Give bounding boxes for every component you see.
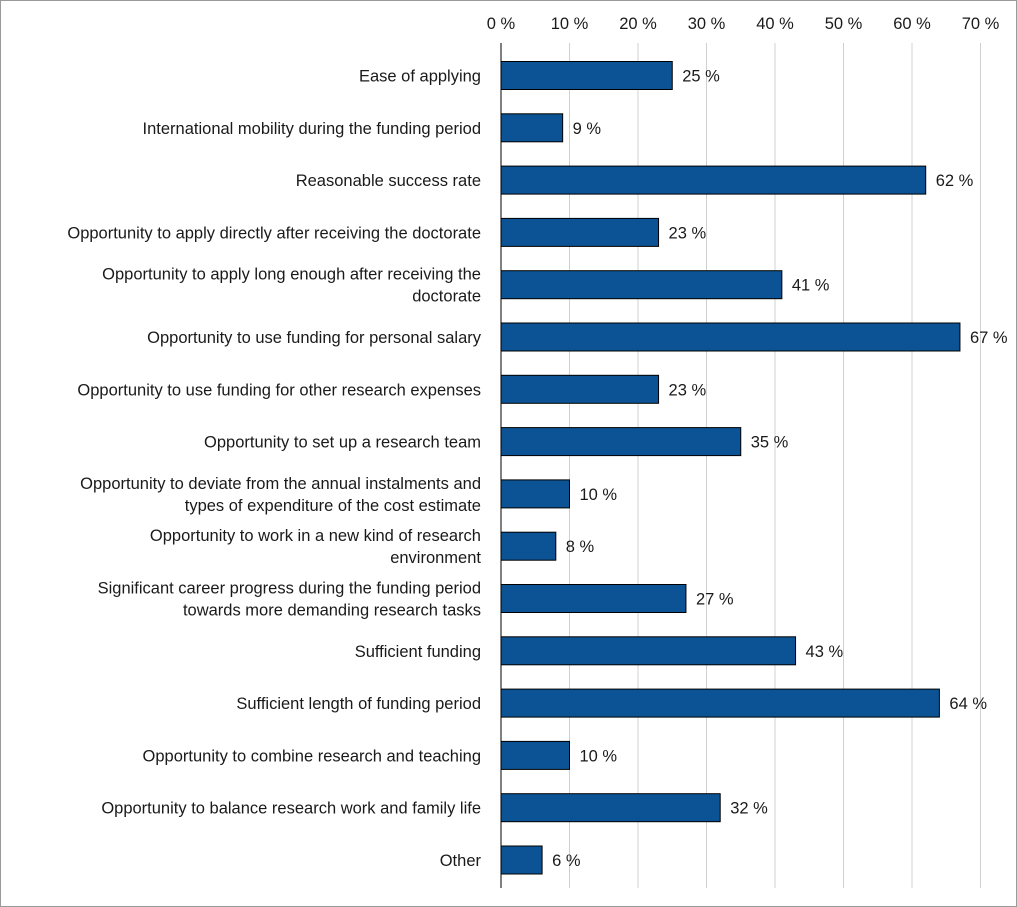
value-label: 35 % bbox=[751, 434, 789, 452]
value-label: 41 % bbox=[792, 277, 830, 295]
category-label: Ease of applying bbox=[359, 68, 481, 86]
category-label: Sufficient length of funding period bbox=[236, 695, 481, 713]
value-label: 67 % bbox=[970, 329, 1008, 347]
x-tick-label: 30 % bbox=[688, 15, 726, 33]
value-labels: 25 % 9 % 62 % 23 % 41 % 67 % 23 % 35 % 10 % 8 % 27… bbox=[552, 68, 1008, 871]
category-label: Opportunity to apply long enough after r… bbox=[102, 266, 481, 306]
value-label: 8 % bbox=[566, 538, 595, 556]
category-labels: Ease of applying International mobility d… bbox=[67, 68, 481, 871]
value-label: 62 % bbox=[936, 172, 974, 190]
x-tick-label: 70 % bbox=[962, 15, 1000, 33]
category-label: Opportunity to deviate from the annual i… bbox=[80, 475, 481, 515]
value-label: 10 % bbox=[580, 486, 618, 504]
category-label: Other bbox=[440, 852, 482, 870]
category-label: Opportunity to set up a research team bbox=[204, 434, 481, 452]
bar bbox=[500, 740, 570, 770]
category-label: Opportunity to balance research work and… bbox=[101, 800, 481, 818]
bar bbox=[500, 636, 797, 666]
bar bbox=[500, 61, 673, 90]
x-tick-label: 0 % bbox=[487, 15, 516, 33]
value-label: 64 % bbox=[949, 695, 987, 713]
bar bbox=[500, 688, 940, 718]
value-label: 9 % bbox=[573, 120, 602, 138]
category-label: Opportunity to use funding for other res… bbox=[77, 381, 481, 399]
value-label: 25 % bbox=[682, 68, 720, 86]
x-tick-label: 60 % bbox=[893, 15, 931, 33]
bars bbox=[500, 61, 961, 875]
category-label: Opportunity to use funding for personal … bbox=[147, 329, 482, 347]
category-label: Opportunity to work in a new kind of res… bbox=[150, 527, 481, 567]
bar bbox=[500, 217, 660, 247]
bar bbox=[500, 165, 927, 195]
bar bbox=[500, 113, 564, 143]
category-label: Reasonable success rate bbox=[296, 172, 481, 190]
category-label: Opportunity to apply directly after rece… bbox=[67, 224, 481, 242]
value-label: 23 % bbox=[669, 224, 707, 242]
category-label: Opportunity to combine research and teac… bbox=[143, 747, 481, 765]
value-label: 43 % bbox=[806, 643, 844, 661]
x-tick-label: 20 % bbox=[619, 15, 657, 33]
value-label: 23 % bbox=[669, 381, 707, 399]
x-tick-label: 10 % bbox=[551, 15, 589, 33]
category-label: Significant career progress during the f… bbox=[98, 580, 481, 620]
category-label: International mobility during the fundin… bbox=[143, 120, 481, 138]
bar bbox=[500, 531, 557, 561]
bar bbox=[500, 793, 721, 823]
value-label: 6 % bbox=[552, 852, 581, 870]
bar bbox=[500, 584, 687, 613]
x-axis-tick-labels: 0 % 10 % 20 % 30 % 40 % 50 % 60 % 70 % bbox=[487, 15, 1000, 33]
bar bbox=[500, 479, 570, 509]
category-label: Sufficient funding bbox=[355, 643, 481, 661]
value-label: 32 % bbox=[730, 800, 768, 818]
x-tick-label: 50 % bbox=[825, 15, 863, 33]
bar bbox=[500, 322, 961, 352]
bar bbox=[500, 270, 783, 300]
bar bbox=[500, 427, 742, 457]
value-label: 27 % bbox=[696, 591, 734, 609]
x-tick-label: 40 % bbox=[756, 15, 794, 33]
bar bbox=[500, 374, 660, 404]
bar bbox=[500, 845, 543, 875]
value-label: 10 % bbox=[580, 747, 618, 765]
